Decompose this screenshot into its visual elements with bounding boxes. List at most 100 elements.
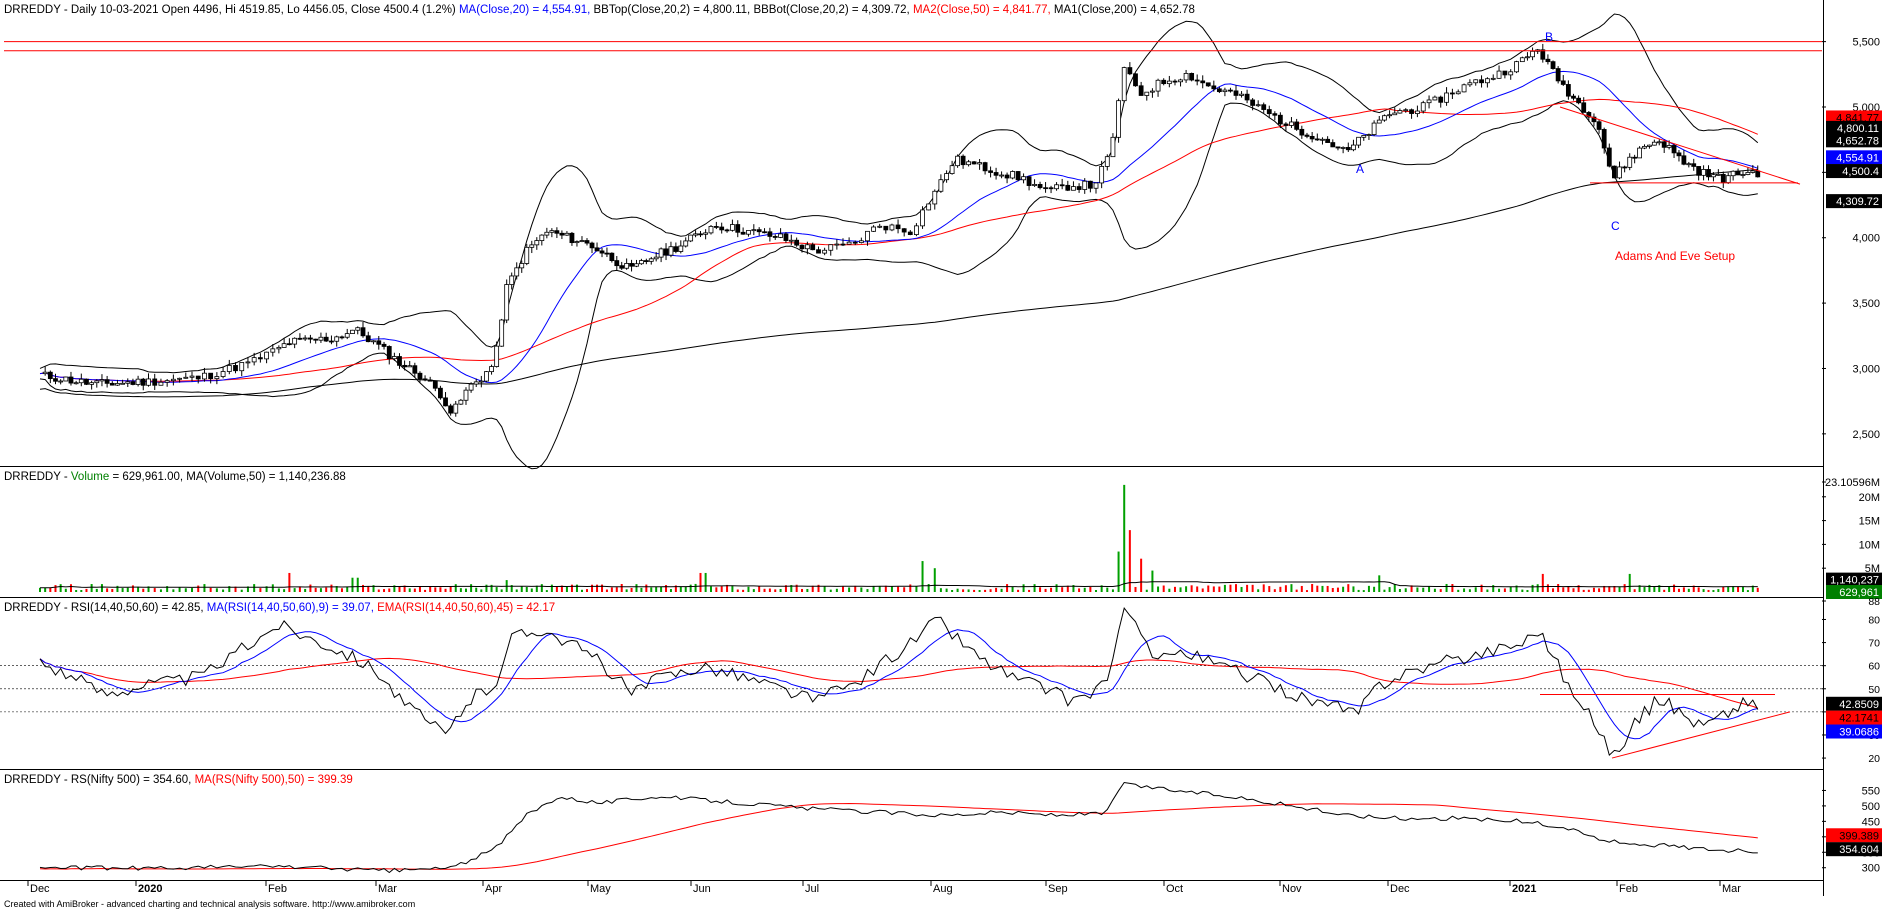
candle-body [183, 376, 189, 379]
volume-bar [1336, 587, 1339, 592]
candle-body [412, 365, 418, 374]
volume-bar [424, 589, 427, 592]
volume-bar [1196, 586, 1199, 592]
downtrend-line [1559, 106, 1801, 185]
volume-bar [1240, 586, 1243, 592]
candle-body [534, 240, 540, 246]
volume-bar [1457, 589, 1460, 592]
candle-body [397, 356, 402, 366]
volume-bar [535, 585, 538, 592]
candle-body [308, 337, 313, 340]
volume-bar [95, 588, 98, 592]
candle-body [89, 382, 95, 385]
candle-body [1701, 169, 1706, 176]
volume-bar [709, 586, 712, 592]
volume-bar [841, 586, 844, 592]
candle-body [276, 347, 282, 350]
candle-body [264, 351, 269, 360]
volume-bar [829, 589, 832, 592]
candle-body [302, 337, 308, 340]
volume-bar [580, 589, 583, 592]
rsi-panel[interactable]: DRREDDY - RSI(14,40,50,60) = 42.85, MA(R… [0, 596, 1882, 765]
candle-body [1015, 171, 1021, 181]
volume-bar [293, 588, 296, 592]
volume-bar [1498, 588, 1501, 592]
candle-body [559, 232, 565, 236]
candle-body [746, 230, 751, 235]
y-tick-label: 50 [1868, 684, 1880, 696]
volume-bar [1697, 587, 1700, 592]
candle-body [895, 224, 901, 230]
volume-bar [1061, 587, 1064, 592]
title-part-2: = 629,961.00, MA(Volume,50) = 1,140,236.… [109, 471, 346, 483]
candle-body [1706, 169, 1711, 178]
volume-bar [1284, 585, 1287, 592]
volume-bar [304, 588, 307, 592]
candle-body [569, 232, 575, 244]
volume-bar [704, 572, 707, 592]
candle-body [1255, 104, 1261, 107]
volume-bar [246, 586, 249, 592]
rs-panel-title: DRREDDY - RS(Nifty 500) = 354.60, MA(RS(… [4, 774, 353, 786]
title-part-0: DRREDDY - RS(Nifty 500) = 354.60, [4, 774, 195, 786]
volume-panel[interactable]: DRREDDY - Volume = 629,961.00, MA(Volume… [4, 471, 1882, 599]
value-tag-label: 42.1741 [1839, 713, 1879, 725]
y-tick-label: 70 [1868, 638, 1880, 650]
candle-body [1021, 176, 1026, 181]
volume-bar [1185, 586, 1188, 592]
candle-body [1037, 184, 1043, 189]
candle-body [554, 230, 560, 234]
candle-body [604, 252, 610, 255]
candle-body [828, 244, 834, 251]
volume-bar [1410, 585, 1413, 592]
volume-panel-title: DRREDDY - Volume = 629,961.00, MA(Volume… [4, 471, 346, 483]
volume-bar [309, 584, 312, 592]
y-tick-label: 5M [1865, 563, 1880, 575]
volume-bar [49, 587, 52, 592]
candle-body [334, 336, 340, 342]
volume-bar [515, 589, 518, 592]
volume-bar [795, 584, 798, 592]
candle-body [391, 356, 397, 360]
candle-body [901, 228, 907, 233]
rs-panel[interactable]: DRREDDY - RS(Nifty 500) = 354.60, MA(RS(… [4, 774, 1882, 875]
title-part-1: Volume [71, 471, 109, 483]
price-panel[interactable]: DRREDDY - Daily 10-03-2021 Open 4496, Hi… [4, 4, 1882, 470]
volume-bar [726, 584, 729, 592]
candle-body [1740, 174, 1746, 176]
ma20-path [39, 70, 1758, 384]
volume-bar [153, 588, 156, 592]
rsi-ma-line [39, 629, 1758, 740]
volume-bar [570, 584, 573, 592]
candle-body [574, 241, 580, 244]
candle-body [1671, 145, 1677, 154]
value-tag [1826, 842, 1882, 857]
volume-bar [1572, 588, 1575, 592]
volume-bar [1741, 586, 1744, 592]
candle-body [432, 380, 438, 389]
volume-bar [630, 587, 633, 592]
candle-body [1514, 61, 1519, 73]
volume-bar [388, 588, 391, 592]
candle-body [1309, 135, 1315, 140]
volume-bar [1273, 589, 1276, 592]
candle-body [778, 233, 783, 238]
volume-bar [1362, 590, 1365, 592]
volume-bar [550, 584, 553, 592]
candle-body [609, 252, 615, 261]
x-tick-label: Sep [1048, 883, 1068, 895]
volume-bar [790, 585, 793, 592]
candle-body [1555, 68, 1561, 82]
volume-bar [694, 583, 697, 592]
value-tag [1826, 710, 1882, 725]
candle-body [858, 240, 864, 244]
volume-bar [470, 584, 473, 592]
candle-body [152, 378, 158, 386]
candle-body [281, 343, 287, 348]
candle-body [323, 336, 329, 342]
volume-bar [85, 588, 88, 592]
candle-body [1099, 166, 1105, 184]
volume-bar [806, 588, 809, 592]
volume-bar [80, 590, 83, 592]
